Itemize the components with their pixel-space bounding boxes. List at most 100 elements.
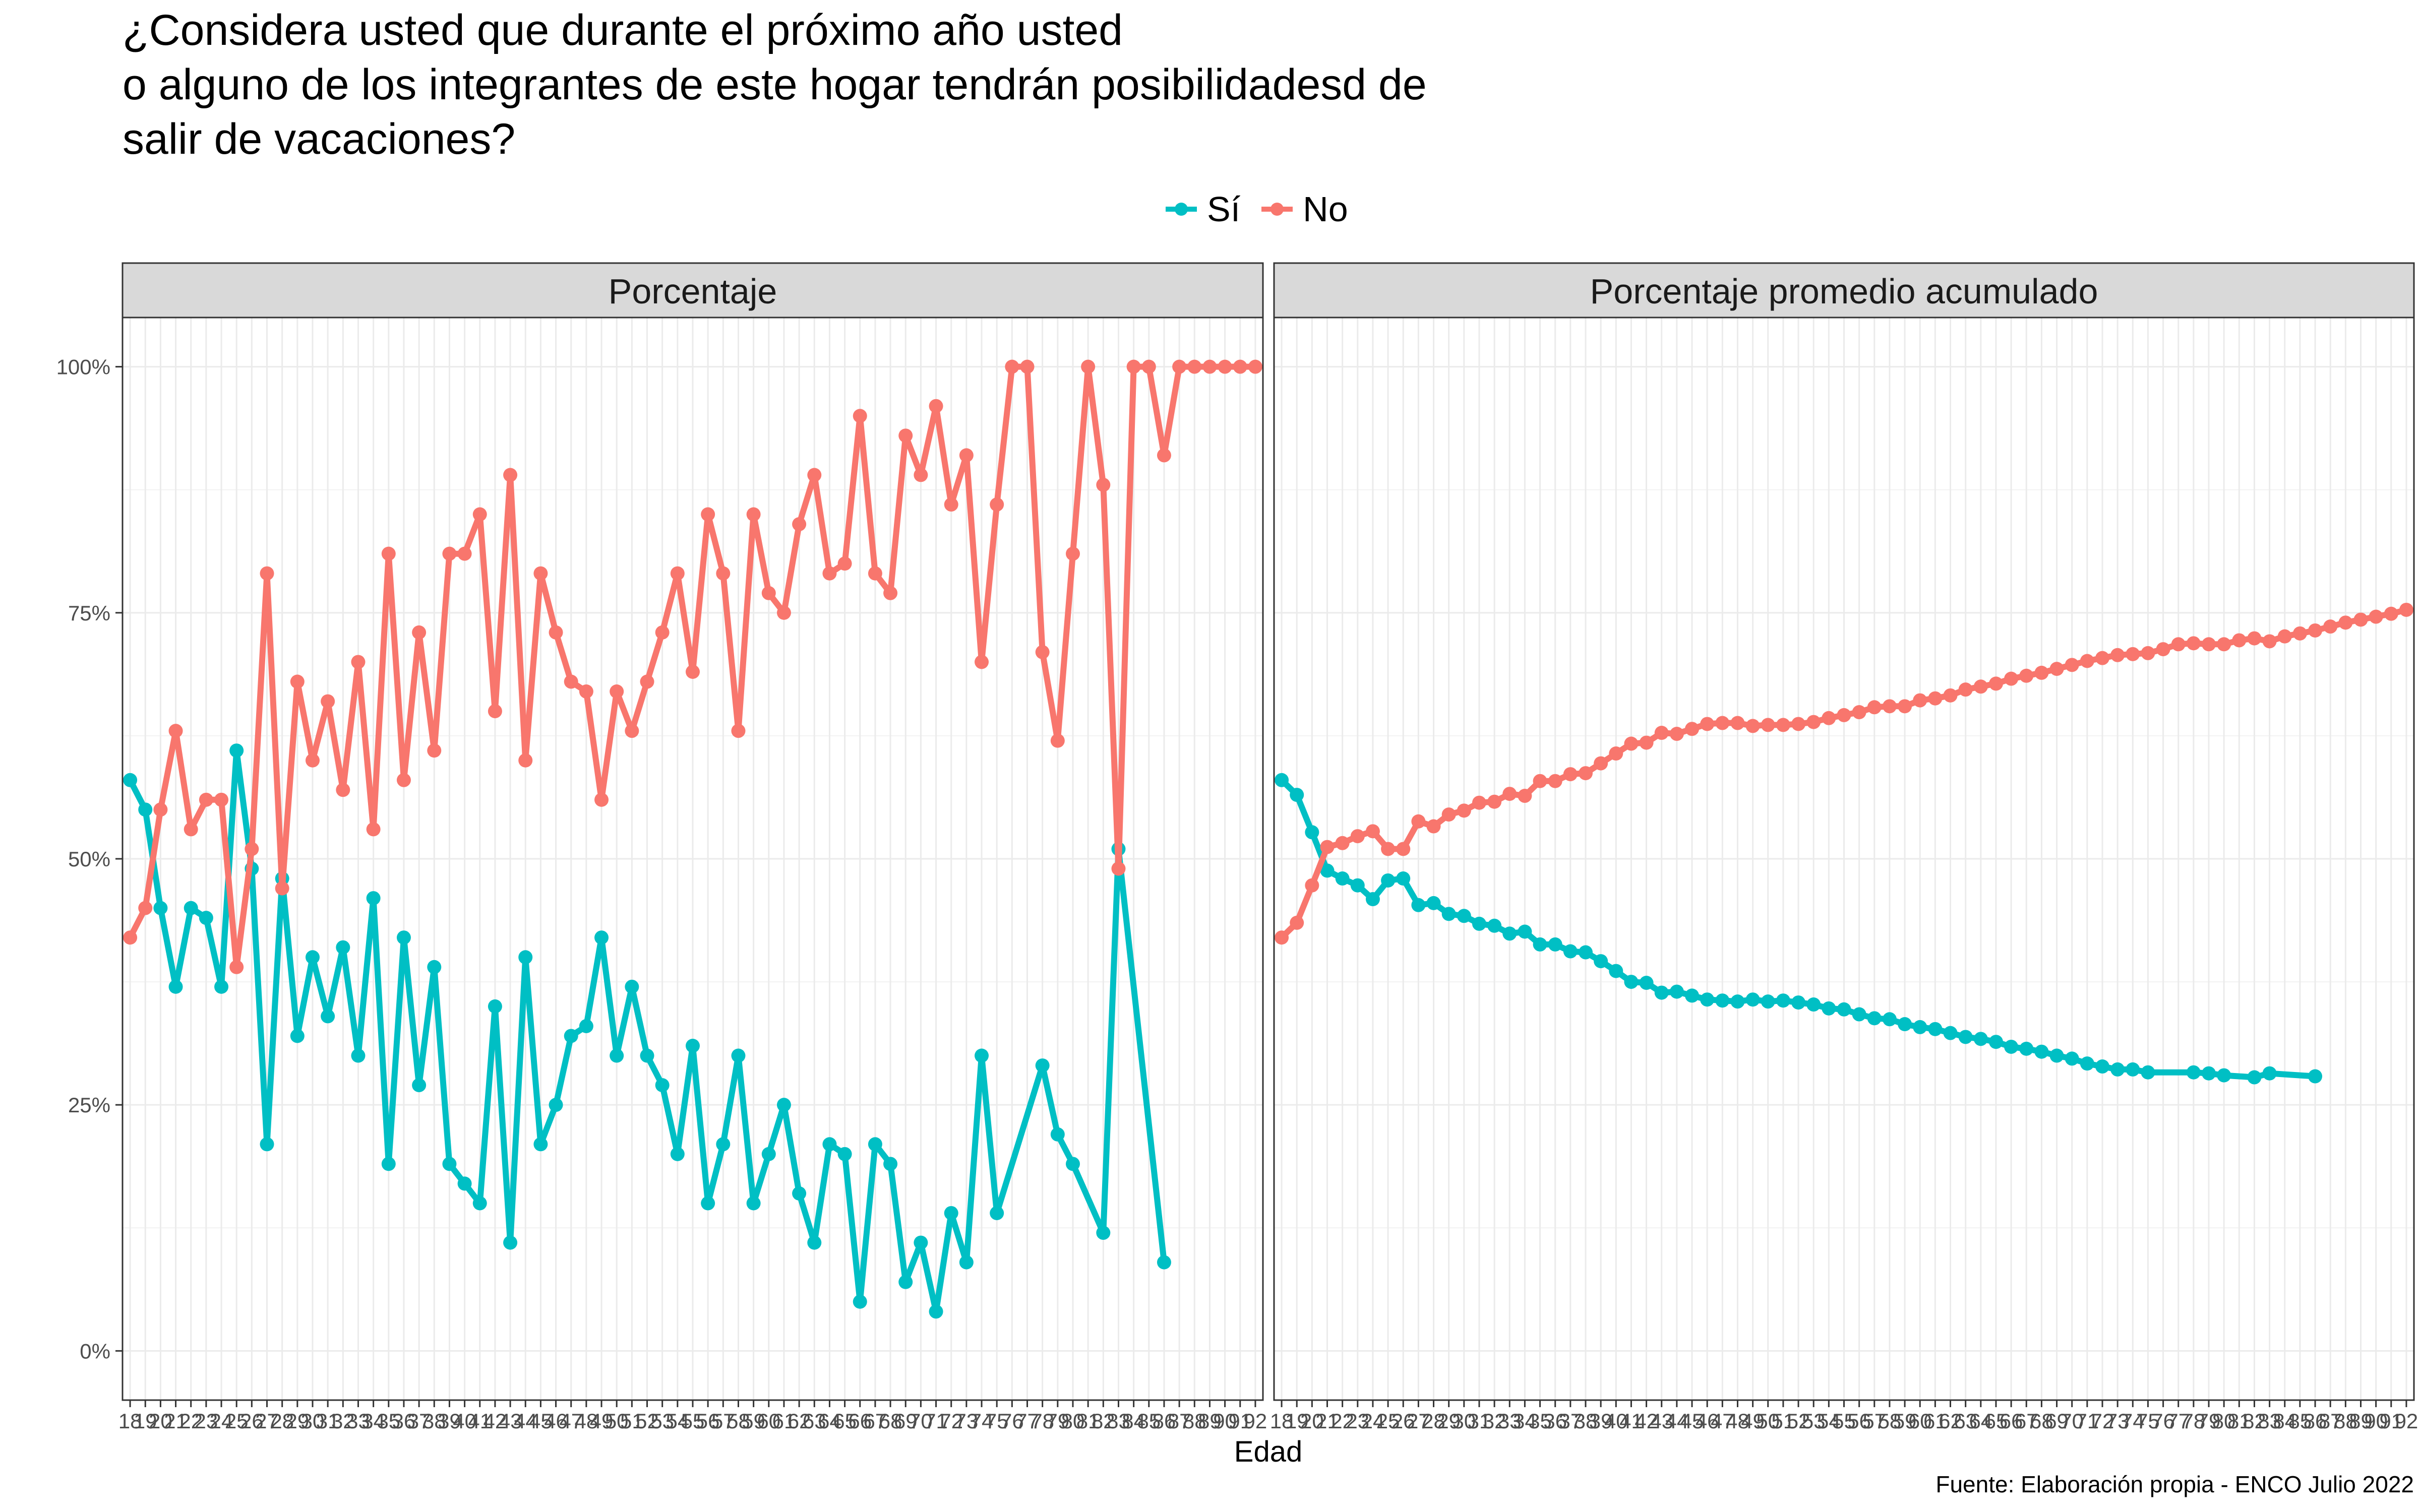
data-point-no bbox=[1715, 716, 1730, 730]
x-tick-label: 39 bbox=[1589, 1409, 1613, 1433]
data-point-si bbox=[2202, 1066, 2216, 1081]
data-point-si bbox=[1822, 1001, 1836, 1016]
x-tick-label: 82 bbox=[1092, 1409, 1115, 1433]
data-point-no bbox=[412, 625, 427, 640]
x-tick-label: 55 bbox=[681, 1409, 705, 1433]
x-tick-label: 46 bbox=[544, 1409, 568, 1433]
data-point-si bbox=[2126, 1062, 2140, 1077]
data-point-si bbox=[123, 773, 138, 787]
data-point-no bbox=[1457, 803, 1471, 818]
x-tick-label: 48 bbox=[575, 1409, 598, 1433]
data-point-no bbox=[168, 724, 183, 738]
data-point-si bbox=[1096, 1226, 1111, 1240]
data-point-no bbox=[184, 822, 198, 837]
data-point-si bbox=[2049, 1048, 2064, 1063]
data-point-si bbox=[868, 1137, 882, 1152]
x-tick-label: 50 bbox=[1756, 1409, 1780, 1433]
data-point-si bbox=[229, 743, 244, 758]
legend-label-si: Sí bbox=[1207, 190, 1241, 229]
x-tick-label: 57 bbox=[711, 1409, 735, 1433]
x-tick-label: 36 bbox=[392, 1409, 416, 1433]
data-point-si bbox=[260, 1137, 274, 1152]
x-tick-label: 56 bbox=[696, 1409, 720, 1433]
x-tick-label: 67 bbox=[864, 1409, 887, 1433]
data-point-si bbox=[1290, 788, 1304, 802]
x-tick-label: 61 bbox=[1923, 1409, 1947, 1433]
data-point-no bbox=[381, 546, 396, 561]
x-tick-label: 50 bbox=[605, 1409, 629, 1433]
data-point-no bbox=[2232, 633, 2247, 648]
x-tick-label: 79 bbox=[2197, 1409, 2221, 1433]
data-point-no bbox=[2034, 665, 2049, 680]
data-point-no bbox=[640, 674, 654, 689]
data-point-si bbox=[761, 1147, 776, 1161]
data-point-si bbox=[1066, 1157, 1080, 1171]
data-point-si bbox=[975, 1048, 989, 1063]
x-tick-label: 37 bbox=[407, 1409, 431, 1433]
data-point-si bbox=[1791, 995, 1806, 1010]
data-point-si bbox=[731, 1048, 746, 1063]
data-point-no bbox=[1898, 699, 1912, 714]
data-point-no bbox=[1958, 682, 1973, 697]
x-tick-label: 73 bbox=[2106, 1409, 2130, 1433]
data-point-si bbox=[381, 1157, 396, 1171]
data-point-no bbox=[2171, 637, 2186, 652]
data-point-no bbox=[1111, 861, 1126, 876]
data-point-si bbox=[1745, 992, 1760, 1007]
x-tick-label: 68 bbox=[2030, 1409, 2053, 1433]
x-tick-label: 21 bbox=[164, 1409, 188, 1433]
data-point-no bbox=[306, 753, 320, 768]
data-point-si bbox=[396, 930, 411, 945]
data-point-no bbox=[214, 792, 229, 807]
data-point-si bbox=[457, 1176, 472, 1191]
data-point-si bbox=[1548, 937, 1562, 952]
data-point-si bbox=[746, 1196, 761, 1211]
x-tick-label: 72 bbox=[2091, 1409, 2114, 1433]
x-tick-label: 24 bbox=[1361, 1409, 1385, 1433]
data-point-no bbox=[610, 684, 624, 699]
data-point-no bbox=[549, 625, 563, 640]
x-tick-label: 27 bbox=[255, 1409, 279, 1433]
x-tick-label: 53 bbox=[650, 1409, 674, 1433]
x-tick-label: 36 bbox=[1543, 1409, 1567, 1433]
x-tick-label: 78 bbox=[1031, 1409, 1054, 1433]
data-point-no bbox=[2399, 602, 2413, 617]
data-point-si bbox=[1715, 993, 1730, 1008]
data-point-no bbox=[472, 507, 487, 522]
data-point-si bbox=[2019, 1041, 2034, 1056]
x-tick-label: 44 bbox=[1665, 1409, 1689, 1433]
data-point-si bbox=[412, 1078, 427, 1093]
data-point-no bbox=[1305, 878, 1319, 893]
data-point-no bbox=[1472, 795, 1486, 810]
data-point-no bbox=[1837, 708, 1851, 722]
legend-item-si: Sí bbox=[1165, 189, 1240, 229]
x-tick-label: 43 bbox=[1650, 1409, 1673, 1433]
data-point-no bbox=[1081, 359, 1096, 374]
x-tick-label: 22 bbox=[179, 1409, 203, 1433]
x-tick-label: 34 bbox=[361, 1409, 385, 1433]
data-point-no bbox=[275, 881, 289, 896]
y-tick-label: 100% bbox=[56, 355, 110, 379]
data-point-no bbox=[1730, 716, 1745, 730]
data-point-no bbox=[929, 399, 943, 413]
x-tick-label: 57 bbox=[1862, 1409, 1886, 1433]
data-point-no bbox=[260, 566, 274, 581]
x-axis-title: Edad bbox=[1234, 1435, 1302, 1468]
legend-label-no: No bbox=[1303, 190, 1348, 229]
data-point-si bbox=[944, 1206, 958, 1220]
x-tick-label: 63 bbox=[1954, 1409, 1977, 1433]
x-tick-label: 39 bbox=[438, 1409, 461, 1433]
data-point-no bbox=[503, 468, 518, 482]
x-tick-label: 78 bbox=[2182, 1409, 2206, 1433]
data-point-no bbox=[853, 409, 867, 423]
data-point-no bbox=[1973, 679, 1988, 694]
data-point-no bbox=[716, 566, 731, 581]
x-tick-label: 49 bbox=[1741, 1409, 1765, 1433]
x-tick-label: 44 bbox=[514, 1409, 537, 1433]
chart-title: ¿Considera usted que durante el próximo … bbox=[123, 3, 1427, 166]
x-tick-label: 81 bbox=[2227, 1409, 2251, 1433]
x-tick-label: 27 bbox=[1407, 1409, 1430, 1433]
data-point-no bbox=[2323, 619, 2338, 634]
data-point-si bbox=[1035, 1058, 1050, 1073]
